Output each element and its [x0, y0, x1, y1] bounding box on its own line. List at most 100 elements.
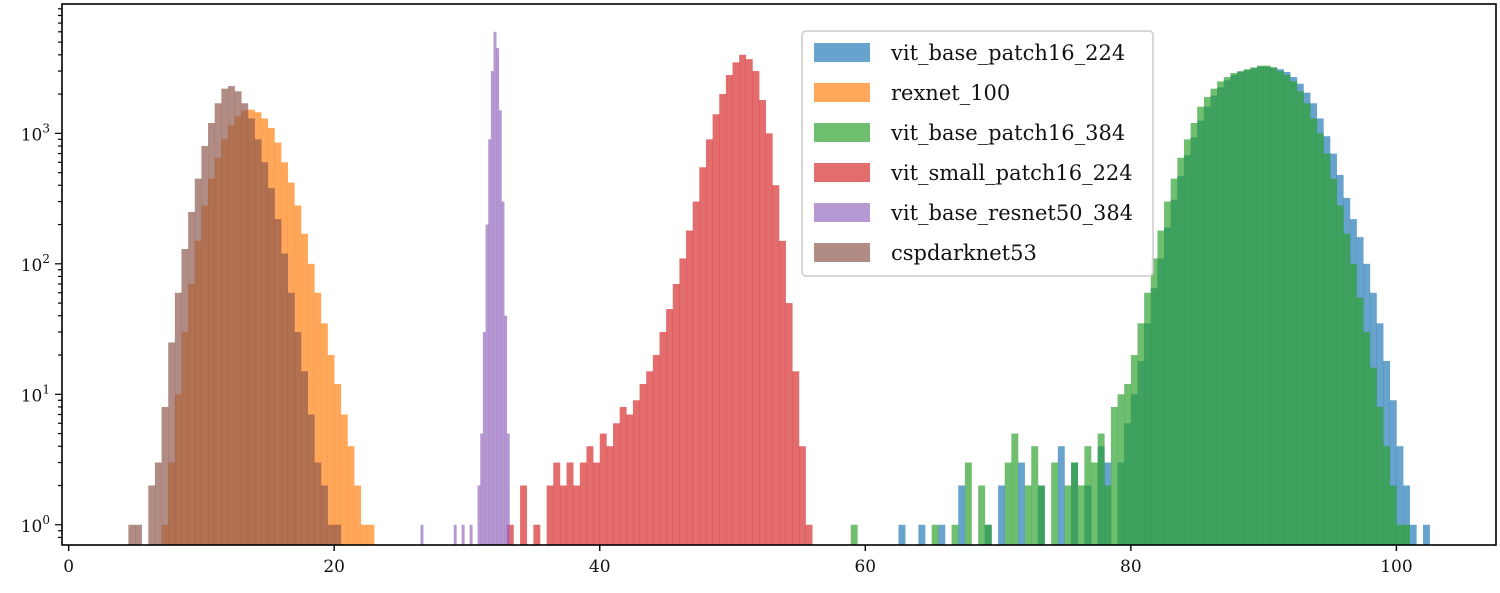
- histogram-bar: [201, 145, 209, 545]
- histogram-bar: [613, 423, 620, 545]
- histogram-bar: [1124, 383, 1132, 545]
- histogram-bar: [1031, 446, 1039, 545]
- histogram-bar: [334, 383, 342, 545]
- legend-swatch: [814, 43, 870, 62]
- histogram-bar: [1363, 332, 1371, 545]
- histogram-bar: [194, 178, 202, 546]
- histogram-bar: [314, 292, 322, 545]
- histogram-bar: [340, 414, 348, 545]
- histogram-bar: [496, 48, 500, 545]
- histogram-bar: [998, 485, 1006, 545]
- histogram-bar: [559, 485, 567, 545]
- histogram-bar: [958, 485, 966, 545]
- histogram-bar: [480, 433, 484, 545]
- histogram-bar: [1011, 433, 1019, 545]
- histogram-bar: [327, 355, 335, 545]
- histogram-bar: [619, 406, 627, 545]
- histogram-bar: [301, 371, 308, 545]
- histogram-bar: [1150, 258, 1158, 545]
- histogram-bar: [586, 446, 594, 545]
- histogram-bar: [659, 332, 667, 545]
- histogram-bar: [533, 524, 541, 545]
- histogram-bar: [1064, 485, 1072, 545]
- y-tick-label: 103: [21, 121, 50, 145]
- histogram-bar: [1290, 81, 1298, 546]
- histogram-bar: [573, 485, 581, 545]
- legend-box: [801, 30, 1154, 277]
- histogram-bar: [1177, 157, 1185, 545]
- histogram-bar: [294, 332, 302, 545]
- histogram-bar: [732, 62, 740, 545]
- histogram-bar: [482, 332, 486, 545]
- histogram-bar: [725, 74, 733, 545]
- histogram-bar: [1137, 323, 1145, 545]
- histogram-bar: [327, 524, 335, 545]
- histogram-bar: [420, 524, 424, 545]
- histogram-bar: [579, 462, 587, 545]
- histogram-bar: [128, 524, 136, 545]
- legend-label: vit_base_resnet50_384: [890, 201, 1133, 225]
- histogram-bar: [1270, 67, 1278, 546]
- histogram-bar: [646, 371, 654, 545]
- histogram-bar: [354, 485, 362, 545]
- histogram-bar: [1296, 91, 1304, 546]
- histogram-bar: [1356, 297, 1364, 545]
- histogram-bar: [739, 54, 747, 545]
- histogram-bar: [320, 323, 328, 545]
- histogram-bar: [135, 524, 142, 545]
- legend-label: cspdarknet53: [891, 241, 1037, 265]
- histogram-bar: [1389, 485, 1397, 545]
- histogram-bar: [154, 462, 162, 545]
- histogram-bar: [798, 446, 806, 545]
- histogram-bar: [234, 91, 242, 546]
- legend: vit_base_patch16_224 rexnet_100 vit_base_p…: [801, 30, 1154, 277]
- histogram-bar: [247, 118, 255, 545]
- histogram-bar: [208, 123, 215, 545]
- histogram-bar: [314, 462, 322, 545]
- histogram-bar: [553, 462, 561, 545]
- histogram-bar: [898, 524, 906, 545]
- plot-frame: [61, 3, 1497, 546]
- histogram-bar: [1422, 524, 1430, 545]
- histogram-bar: [307, 414, 315, 545]
- histogram-bar: [1223, 77, 1231, 546]
- histogram-bar: [1018, 462, 1025, 545]
- histogram-bar: [1157, 230, 1165, 545]
- histogram-bar: [1349, 263, 1357, 545]
- histogram-bar: [1396, 524, 1404, 545]
- histogram-bar: [1097, 433, 1105, 545]
- histogram-bar: [227, 86, 235, 545]
- histogram-bar: [964, 462, 972, 545]
- histogram-bar: [485, 224, 489, 545]
- histogram-bar: [254, 139, 262, 546]
- x-axis: 0 20 40 60 80 100: [63, 545, 1413, 577]
- series-cspdarknet53: [128, 86, 342, 546]
- histogram-bar: [307, 263, 315, 545]
- histogram-bar: [360, 524, 368, 545]
- histogram-bar: [1389, 400, 1397, 545]
- histogram-bar: [214, 103, 222, 546]
- histogram-bar: [772, 185, 780, 545]
- histogram-bar: [1144, 292, 1152, 545]
- x-tick-label: 0: [63, 557, 74, 577]
- histogram-bar: [593, 462, 601, 545]
- legend-swatch: [814, 83, 870, 102]
- histogram-bar: [1203, 96, 1211, 546]
- histogram-bar: [1217, 81, 1225, 546]
- histogram-bar: [347, 446, 355, 545]
- histogram-bar: [666, 309, 674, 545]
- histogram-bar: [320, 485, 328, 545]
- histogram-bar: [281, 253, 289, 546]
- legend-label: vit_base_patch16_224: [890, 41, 1125, 65]
- legend-swatch: [814, 203, 870, 222]
- histogram-bar: [287, 292, 295, 545]
- histogram-bar: [850, 524, 858, 545]
- histogram-bar: [506, 433, 510, 545]
- legend-label: vit_small_patch16_224: [890, 161, 1133, 185]
- histogram-bar: [759, 100, 767, 545]
- histogram-bar: [1084, 446, 1092, 545]
- histogram-bar: [719, 94, 727, 545]
- histogram-bar: [1369, 367, 1377, 545]
- histogram-bar: [1057, 446, 1065, 545]
- histogram-bar: [1037, 485, 1045, 545]
